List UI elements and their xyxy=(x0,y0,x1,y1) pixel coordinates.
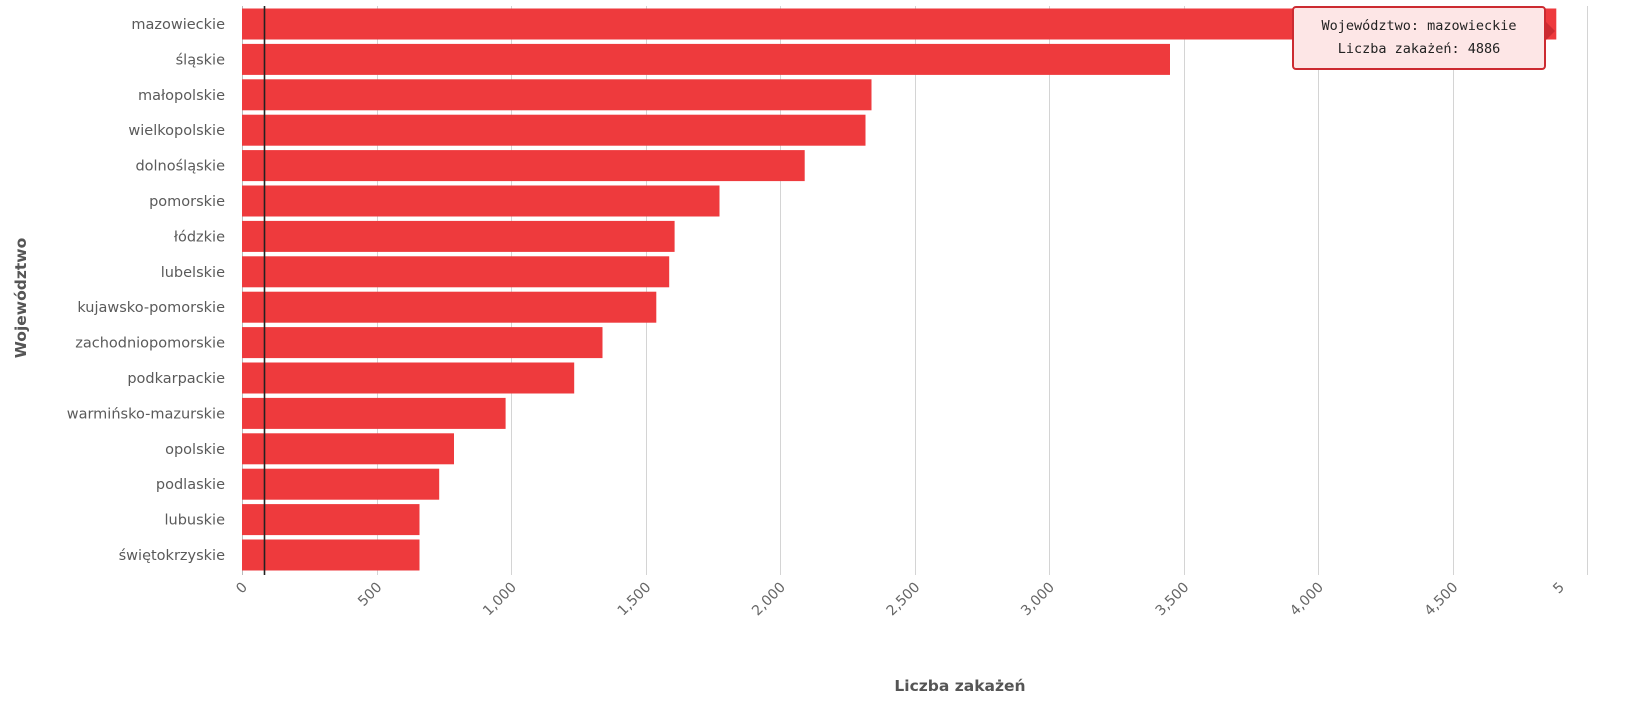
y-axis-title: Województwo xyxy=(12,238,30,358)
bar-opolskie[interactable] xyxy=(242,433,454,465)
x-axis-title: Liczba zakażeń xyxy=(894,677,1025,695)
x-tick-label: 2,500 xyxy=(884,580,924,620)
category-label: zachodniopomorskie xyxy=(75,336,225,352)
category-label: podlaskie xyxy=(156,477,225,493)
category-label: podkarpackie xyxy=(127,371,225,387)
bars xyxy=(242,8,1557,571)
x-tick-label: 2,000 xyxy=(749,580,789,620)
category-label: lubelskie xyxy=(161,265,225,281)
category-label: małopolskie xyxy=(138,88,225,104)
tooltip-box xyxy=(1292,6,1546,70)
bar-małopolskie[interactable] xyxy=(242,79,872,111)
bar-zachodniopomorskie[interactable] xyxy=(242,327,603,359)
x-tick-label: 500 xyxy=(355,580,385,610)
x-tick-label: 1,000 xyxy=(480,580,520,620)
bar-pomorskie[interactable] xyxy=(242,185,720,217)
bar-podkarpackie[interactable] xyxy=(242,362,575,394)
category-label: świętokrzyskie xyxy=(119,548,225,564)
bar-dolnośląskie[interactable] xyxy=(242,150,805,182)
x-tick-label: 5 xyxy=(1550,580,1568,598)
category-label: pomorskie xyxy=(149,194,225,210)
tooltip-line-2: Liczba zakażeń: 4886 xyxy=(1338,41,1501,57)
x-tick-label: 0 xyxy=(233,580,251,598)
bar-lubuskie[interactable] xyxy=(242,504,420,536)
category-label: śląskie xyxy=(176,52,225,68)
x-tick-label: 3,500 xyxy=(1153,580,1193,620)
category-label: łódzkie xyxy=(174,229,225,245)
bar-kujawsko-pomorskie[interactable] xyxy=(242,291,657,323)
category-label: wielkopolskie xyxy=(128,123,225,139)
x-tick-label: 1,500 xyxy=(615,580,655,620)
bar-wielkopolskie[interactable] xyxy=(242,114,866,146)
bar-lubelskie[interactable] xyxy=(242,256,670,288)
category-label: opolskie xyxy=(165,442,225,458)
category-labels: mazowieckie śląskie małopolskie wielkopolsk… xyxy=(67,17,225,564)
bar-warmińsko-mazurskie[interactable] xyxy=(242,397,506,429)
x-tick-labels: 0 500 1,000 1,500 2,000 2,500 3,000 3,500 4,000 4… xyxy=(233,580,1568,620)
category-label: dolnośląskie xyxy=(135,159,225,175)
bar-śląskie[interactable] xyxy=(242,43,1170,75)
x-tick-label: 3,000 xyxy=(1018,580,1058,620)
category-label: kujawsko-pomorskie xyxy=(77,300,225,316)
category-label: warmińsko-mazurskie xyxy=(67,406,225,422)
category-label: mazowieckie xyxy=(131,17,225,33)
tooltip: Województwo: mazowieckie Liczba zakażeń: … xyxy=(1292,6,1555,70)
bar-podlaskie[interactable] xyxy=(242,468,440,500)
x-tick-label: 4,000 xyxy=(1287,580,1327,620)
x-tick-label: 4,500 xyxy=(1422,580,1462,620)
category-label: lubuskie xyxy=(164,513,225,529)
tooltip-pointer xyxy=(1545,21,1555,41)
bar-świętokrzyskie[interactable] xyxy=(242,539,420,571)
tooltip-line-1: Województwo: mazowieckie xyxy=(1321,18,1516,34)
bar-łódzkie[interactable] xyxy=(242,220,675,252)
